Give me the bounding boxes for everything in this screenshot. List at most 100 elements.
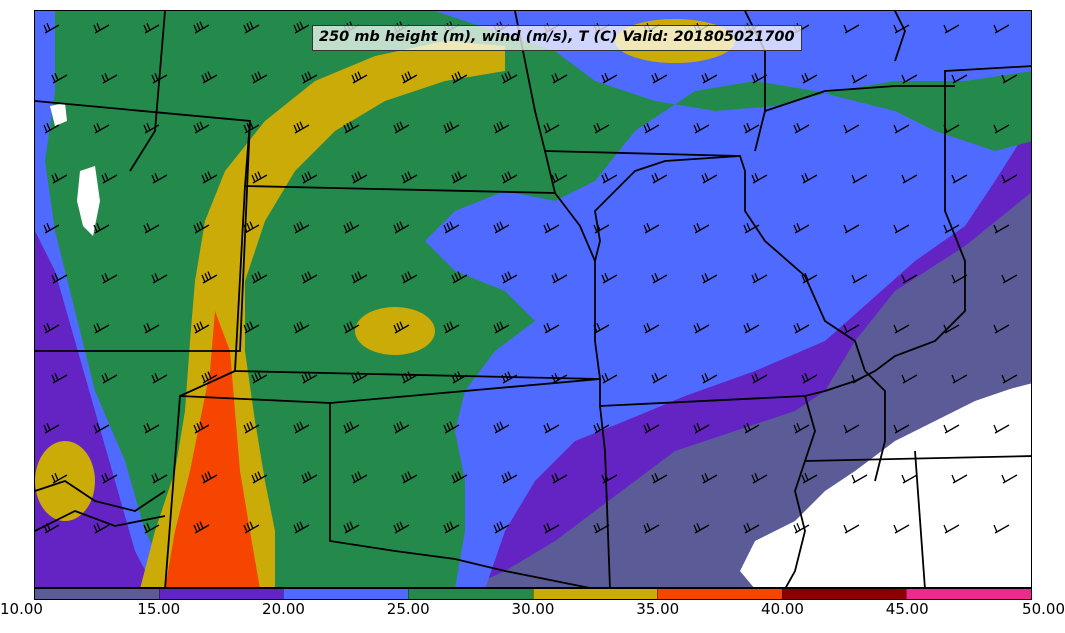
wind-barb xyxy=(493,521,510,534)
wind-barb xyxy=(193,321,210,334)
colorbar-tick-label: 30.00 xyxy=(511,600,555,618)
wind-barb xyxy=(51,173,68,184)
wind-barb xyxy=(601,173,618,184)
wind-barb xyxy=(351,271,368,284)
wind-barb xyxy=(393,221,410,234)
wind-barb xyxy=(401,71,418,84)
wind-barb xyxy=(901,174,918,184)
wind-barb xyxy=(751,173,768,184)
wind-barb xyxy=(601,73,618,84)
wind-barb xyxy=(951,474,968,484)
wind-barb xyxy=(843,524,860,534)
wind-barb xyxy=(851,74,868,84)
colorbar-tick-label: 50.00 xyxy=(1022,600,1065,618)
wind-barb xyxy=(593,523,610,534)
wind-barb xyxy=(893,124,910,134)
wind-barb xyxy=(793,123,810,134)
wind-barb xyxy=(101,473,118,484)
wind-barb xyxy=(793,523,810,534)
wind-barb xyxy=(143,423,160,434)
wind-barb xyxy=(893,524,910,534)
wind-barb xyxy=(251,71,268,84)
wind-barb xyxy=(93,323,110,334)
wind-barb xyxy=(601,473,618,484)
wind-barb xyxy=(701,173,718,184)
wind-barb xyxy=(501,171,518,184)
wind-barb xyxy=(543,223,560,234)
wind-barb xyxy=(243,421,260,434)
wind-barb xyxy=(251,271,268,284)
wind-barb xyxy=(101,273,118,284)
wind-barb xyxy=(651,73,668,84)
wind-barb xyxy=(451,71,468,84)
colorbar-segment xyxy=(781,589,907,599)
wind-barb xyxy=(193,221,210,234)
wind-barb xyxy=(993,324,1010,334)
wind-barb xyxy=(993,424,1010,434)
wind-barb xyxy=(301,471,318,484)
wind-barb xyxy=(293,321,310,334)
wind-barb xyxy=(301,271,318,284)
wind-barb xyxy=(943,224,960,234)
field-30-35-blob xyxy=(355,307,435,355)
wind-barb xyxy=(993,124,1010,134)
wind-barb xyxy=(801,373,818,384)
wind-barb xyxy=(51,373,68,384)
wind-barb xyxy=(401,471,418,484)
wind-barb xyxy=(93,423,110,434)
wind-barb xyxy=(701,373,718,384)
wind-barb xyxy=(551,273,568,284)
wind-barb xyxy=(51,473,68,484)
wind-barb xyxy=(543,423,560,434)
wind-barb xyxy=(393,321,410,334)
wind-barb xyxy=(343,421,360,434)
colorbar-tick-label: 15.00 xyxy=(137,600,181,618)
wind-barb xyxy=(851,374,868,384)
wind-barb xyxy=(43,323,60,334)
wind-barb xyxy=(251,171,268,184)
wind-barb xyxy=(443,421,460,434)
wind-barb xyxy=(743,423,760,434)
wind-barb xyxy=(401,271,418,284)
wind-barb xyxy=(1001,174,1018,184)
wind-barb xyxy=(743,523,760,534)
wind-barb xyxy=(243,21,260,34)
wind-barb xyxy=(793,423,810,434)
wind-barb xyxy=(951,74,968,84)
wind-barb xyxy=(443,321,460,334)
wind-barb xyxy=(751,73,768,84)
wind-barb xyxy=(551,173,568,184)
wind-barb xyxy=(43,223,60,234)
wind-barb xyxy=(693,123,710,134)
field-below-10 xyxy=(50,103,67,126)
wind-barb xyxy=(501,271,518,284)
wind-barb xyxy=(643,123,660,134)
wind-barb xyxy=(1001,274,1018,284)
map-title: 250 mb height (m), wind (m/s), T (C) Val… xyxy=(312,25,802,51)
wind-barb xyxy=(101,73,118,84)
wind-barb xyxy=(343,121,360,134)
wind-barb xyxy=(93,223,110,234)
wind-barb xyxy=(893,424,910,434)
wind-barb xyxy=(651,173,668,184)
wind-barb xyxy=(451,171,468,184)
wind-barb xyxy=(143,523,160,534)
wind-barb xyxy=(593,123,610,134)
wind-barb xyxy=(351,471,368,484)
wind-barb xyxy=(643,323,660,334)
wind-barb xyxy=(593,323,610,334)
wind-barb xyxy=(943,124,960,134)
wind-barb xyxy=(251,471,268,484)
wind-barb xyxy=(193,121,210,134)
wind-barb xyxy=(901,374,918,384)
wind-barb xyxy=(893,224,910,234)
wind-barbs xyxy=(43,21,1018,534)
colorbar-tick-label: 35.00 xyxy=(636,600,680,618)
wind-barb xyxy=(401,371,418,384)
wind-barb xyxy=(243,521,260,534)
colorbar-tick-label: 40.00 xyxy=(761,600,804,618)
wind-barb xyxy=(951,174,968,184)
wind-barb xyxy=(293,221,310,234)
wind-barb xyxy=(693,223,710,234)
wind-barb xyxy=(343,221,360,234)
